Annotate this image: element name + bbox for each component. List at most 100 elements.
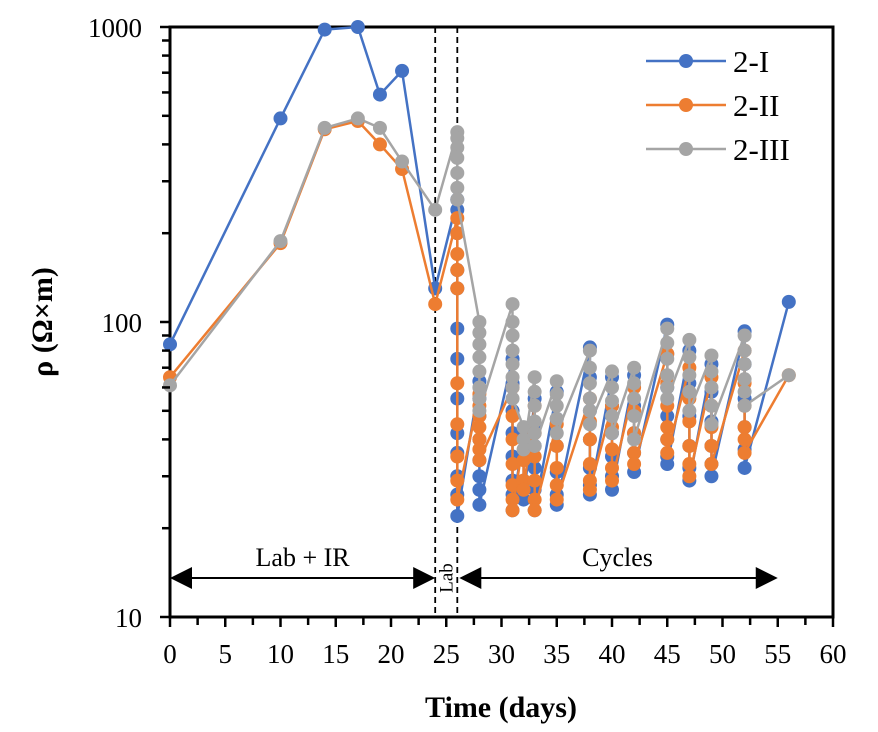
data-point [704,457,719,472]
legend-label: 2-II [733,88,779,123]
x-tick-label: 0 [163,639,177,669]
data-point [450,376,465,391]
legend-label: 2-III [733,132,790,167]
data-point [505,503,520,518]
data-point [273,111,288,126]
data-point [682,350,697,365]
data-point [317,120,332,135]
data-point [472,432,487,447]
x-axis-title: Time (days) [425,691,577,724]
data-point [450,192,465,207]
x-tick-label: 15 [322,639,349,669]
annotation-lab: Lab [436,563,457,593]
data-point [737,460,752,475]
data-point [704,380,719,395]
data-point [682,368,697,383]
x-tick-label: 30 [488,639,515,669]
data-point [317,22,332,37]
axes: 0 5 10 15 20 25 30 35 40 45 50 55 60 10 100 1000 [88,13,847,669]
x-tick-label: 25 [433,639,460,669]
data-point [549,398,564,413]
data-point [605,460,619,475]
data-point [737,432,752,447]
data-point [450,281,465,296]
data-point [660,432,675,447]
data-point [372,137,387,152]
data-point [527,398,542,413]
data-point [627,360,642,375]
data-point [549,460,564,475]
data-point [582,343,597,358]
legend-marker [679,98,693,112]
data-point [627,409,642,424]
data-point [472,364,487,379]
x-tick-label: 45 [654,639,681,669]
data-point [505,328,520,343]
data-point [549,374,564,389]
data-point [516,482,531,497]
x-tick-label: 40 [599,639,626,669]
data-point [472,350,487,365]
data-point [582,391,597,406]
data-point [505,370,520,385]
data-point [472,442,487,457]
data-point [682,414,697,429]
legend: 2-I 2-II 2-III [646,44,790,167]
data-point [660,391,675,406]
data-point [350,111,365,126]
data-point [450,508,465,523]
data-point [660,368,675,383]
legend-item-2-II: 2-II [646,88,779,123]
data-point [682,438,697,453]
data-point [549,426,564,441]
data-point [163,337,177,352]
data-point [660,420,675,435]
data-point [527,473,542,488]
data-point [472,453,487,468]
x-tick-label: 5 [219,639,233,669]
phase-divider-lines [434,27,459,617]
data-point [450,417,465,432]
data-point [505,357,520,372]
data-point [505,315,520,329]
data-point [372,120,387,135]
data-point [450,473,465,488]
arrowhead-right [755,567,778,589]
data-point [737,357,752,372]
data-point [527,503,542,518]
data-point [582,376,597,391]
data-point [527,370,542,385]
data-point [516,492,531,507]
data-point [472,469,487,484]
data-point [660,335,675,350]
x-tick-label: 10 [267,639,294,669]
data-point [527,384,542,399]
data-point [660,321,675,336]
y-tick-label: 10 [115,603,142,633]
x-tick-label: 50 [709,639,736,669]
annotation-lab-ir: Lab + IR [256,543,351,572]
data-point [516,420,531,435]
data-point [527,414,542,429]
data-point [627,376,642,391]
data-point [582,482,597,497]
legend-item-2-I: 2-I [646,44,769,79]
data-point [450,140,465,155]
data-point [682,384,697,399]
data-point [627,432,642,447]
data-point [704,438,719,453]
legend-item-2-III: 2-III [646,132,790,167]
arrowhead-left [459,567,482,589]
data-point [704,348,719,363]
data-point [660,457,675,472]
data-point [527,492,542,507]
data-point [516,432,531,447]
data-point [450,492,465,507]
data-point [660,351,675,366]
data-point [505,492,520,507]
data-point [582,457,597,472]
data-point [660,380,675,395]
x-tick-label: 60 [820,639,847,669]
phase-annotations: Lab + IR Lab Cycles [170,543,778,593]
